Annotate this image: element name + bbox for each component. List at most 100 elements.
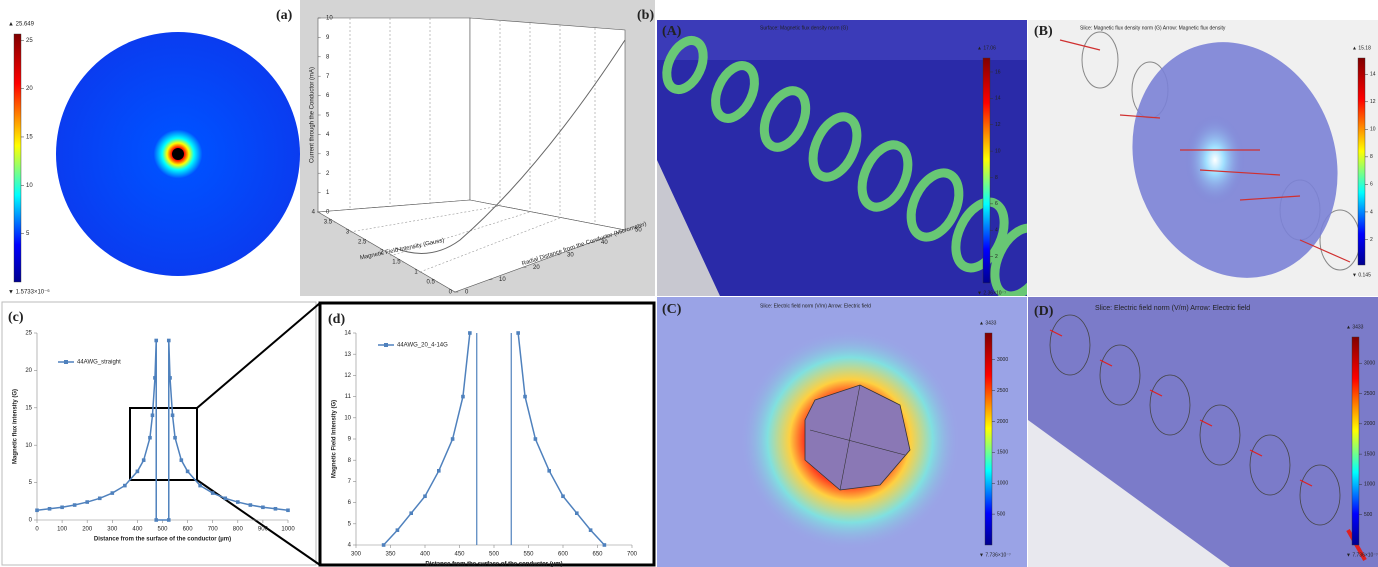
data-point — [73, 503, 77, 507]
axis-tick-label: 30 — [567, 252, 574, 258]
panel-label: (D) — [1034, 304, 1054, 319]
x-tick-label: 200 — [82, 527, 93, 533]
colorbar — [1352, 337, 1359, 545]
axis-tick-label: 20 — [533, 265, 540, 271]
data-point — [98, 497, 102, 501]
panel-label: (c) — [8, 310, 24, 325]
data-point — [382, 543, 386, 547]
plot-title: Slice: Electric field norm (V/m) Arrow: … — [760, 303, 871, 309]
plot-title: Surface: Magnetic flux density norm (G) — [760, 25, 848, 31]
colorbar-max: ▲ 15.18 — [1352, 45, 1371, 51]
x-tick-label: 700 — [627, 552, 638, 558]
data-point — [151, 413, 155, 417]
data-point — [167, 518, 171, 522]
colorbar-tick-label: 2 — [1370, 237, 1373, 243]
colorbar-tick-label: 25 — [26, 38, 33, 44]
conductor — [172, 148, 184, 160]
data-point — [142, 458, 146, 462]
colorbar-min: ▼ 1.5733×10⁻⁶ — [8, 289, 50, 296]
colorbar — [1358, 58, 1365, 265]
panel-label: (C) — [662, 302, 682, 317]
z-axis-label: Current through the Conductor (mA) — [310, 67, 316, 163]
data-point — [186, 470, 190, 474]
data-point — [516, 331, 520, 335]
data-point — [35, 508, 39, 512]
colorbar-tick-label: 3000 — [997, 357, 1008, 363]
axis-tick-label: 0.5 — [427, 280, 436, 286]
y-tick-label: 20 — [25, 368, 32, 374]
panel-label: (d) — [328, 312, 345, 327]
y-axis-label: Magnetic flux intensity (G) — [13, 389, 19, 464]
x-axis-label: Distance from the surface of the conduct… — [94, 537, 231, 543]
data-point — [223, 497, 227, 501]
colorbar-tick-label: 8 — [995, 175, 998, 181]
data-point — [148, 436, 152, 440]
colorbar-tick-label: 500 — [997, 511, 1006, 517]
legend-entry: 44AWG_straight — [77, 360, 121, 366]
panel-label: (b) — [637, 8, 654, 23]
x-tick-label: 650 — [592, 552, 603, 558]
colorbar-tick-label: 1000 — [1364, 482, 1375, 488]
data-point — [173, 436, 177, 440]
y-tick-label: 12 — [344, 373, 351, 379]
x-tick-label: 600 — [183, 527, 194, 533]
x-tick-label: 300 — [351, 552, 362, 558]
x-tick-label: 600 — [558, 552, 569, 558]
data-point — [589, 528, 593, 532]
side-wall — [470, 18, 625, 230]
colorbar-min: ▼ 7.736×10⁻⁷ — [1346, 552, 1378, 558]
colorbar — [14, 34, 21, 282]
axis-tick-label: 50 — [635, 228, 642, 234]
colorbar-tick-label: 3000 — [1364, 361, 1375, 367]
colorbar-tick-label: 10 — [995, 148, 1001, 154]
legend-entry: 44AWG_20_4-14G — [397, 343, 448, 349]
y-axis-label: Magnetic Field Intensity (G) — [332, 400, 338, 478]
axis-tick-label: 2.5 — [358, 240, 367, 246]
data-point — [261, 505, 265, 509]
data-point — [111, 491, 115, 495]
x-tick-label: 1000 — [281, 527, 295, 533]
data-point — [409, 511, 413, 515]
data-point — [423, 494, 427, 498]
colorbar-tick-label: 12 — [995, 122, 1001, 128]
colorbar-tick-label: 1000 — [997, 481, 1008, 487]
x-tick-label: 100 — [57, 527, 68, 533]
colorbar-tick-label: 2500 — [997, 388, 1008, 394]
colorbar-tick-label: 500 — [1364, 512, 1373, 518]
data-point — [211, 491, 215, 495]
panel-d-frame — [320, 303, 654, 565]
x-tick-label: 500 — [157, 527, 168, 533]
colorbar-tick-label: 10 — [26, 183, 33, 189]
axis-tick-label: 10 — [326, 16, 333, 22]
colorbar-tick-label: 1500 — [997, 450, 1008, 456]
data-point — [154, 518, 158, 522]
back-wall — [318, 18, 470, 212]
data-point — [154, 339, 158, 343]
data-point — [85, 500, 89, 504]
x-tick-label: 550 — [523, 552, 534, 558]
y-tick-label: 25 — [25, 331, 32, 337]
field-glow — [1185, 115, 1245, 205]
axis-tick-label: 3.5 — [324, 220, 333, 226]
y-tick-label: 10 — [344, 415, 351, 421]
data-point — [60, 505, 64, 509]
data-point — [603, 543, 607, 547]
data-point — [396, 528, 400, 532]
panel-label: (A) — [662, 24, 682, 39]
plot-title: Slice: Magnetic flux density norm (G) Ar… — [1080, 25, 1226, 31]
colorbar-min: ▼ 0.145 — [1352, 272, 1371, 278]
data-point — [274, 507, 278, 511]
colorbar-tick-label: 16 — [995, 69, 1001, 75]
colorbar-tick-label: 4 — [1370, 209, 1373, 215]
data-point — [136, 470, 140, 474]
data-point — [561, 494, 565, 498]
colorbar-tick-label: 8 — [1370, 154, 1373, 160]
data-point — [48, 507, 52, 511]
data-point — [468, 331, 472, 335]
x-tick-label: 900 — [258, 527, 269, 533]
data-point — [451, 437, 455, 441]
data-point — [249, 503, 253, 507]
data-point — [286, 508, 290, 512]
y-tick-label: 13 — [344, 352, 351, 358]
colorbar-tick-label: 2 — [995, 254, 998, 260]
